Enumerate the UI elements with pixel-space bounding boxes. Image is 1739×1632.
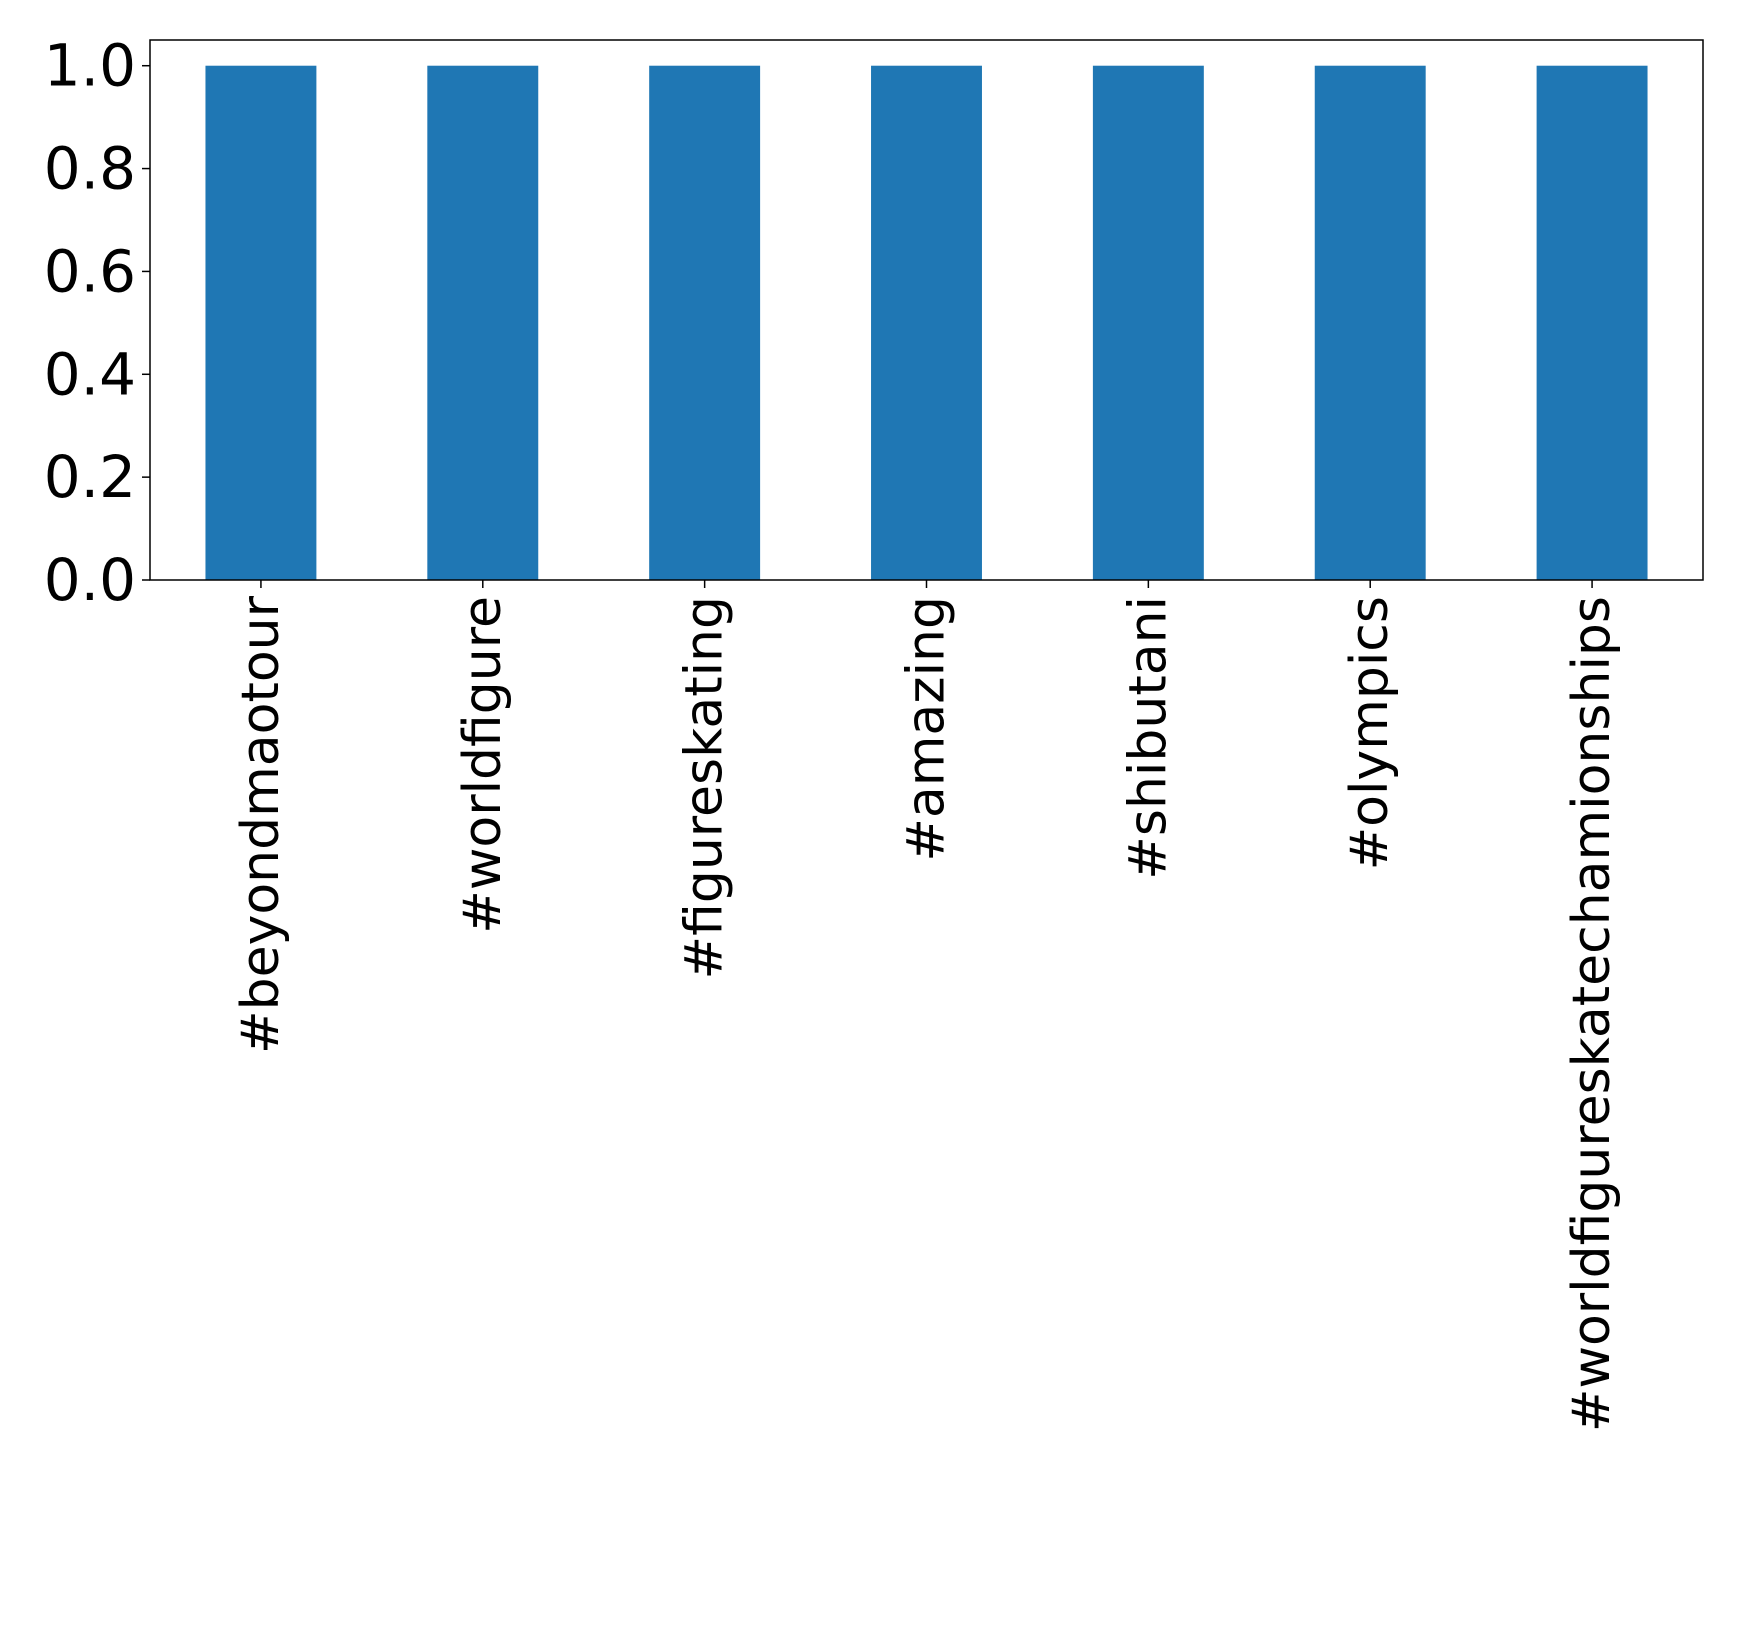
y-tick-label: 0.8	[44, 135, 136, 203]
bar	[205, 65, 317, 580]
x-tick-label: #beyondmaotour	[231, 595, 291, 1054]
plot-frame	[149, 39, 1704, 581]
bar	[1092, 65, 1204, 580]
bar	[649, 65, 761, 580]
bar	[871, 65, 982, 580]
bar	[427, 65, 539, 580]
y-tick-label: 0.2	[44, 443, 136, 511]
x-tick-label: #shibutani	[1118, 596, 1178, 880]
y-tick-label: 0.0	[44, 546, 136, 614]
x-tick-label: #worldfigureskatechamionships	[1562, 596, 1622, 1432]
y-tick-label: 0.4	[44, 340, 136, 408]
x-tick-label: #figureskating	[675, 596, 735, 979]
x-tick-label: #worldfigure	[453, 596, 513, 934]
bar	[1536, 65, 1648, 580]
y-tick-label: 0.6	[44, 237, 136, 305]
bar	[1314, 65, 1426, 580]
x-tick-label: #olympics	[1340, 596, 1400, 870]
y-tick-label: 1.0	[44, 32, 136, 100]
bars-group	[205, 65, 1648, 580]
x-tick-label: #amazing	[897, 596, 957, 862]
y-axis: 0.0 0.2 0.4 0.6 0.8 1.0	[44, 32, 150, 614]
x-axis: #beyondmaotour #worldfigure #figureskating…	[231, 580, 1622, 1432]
